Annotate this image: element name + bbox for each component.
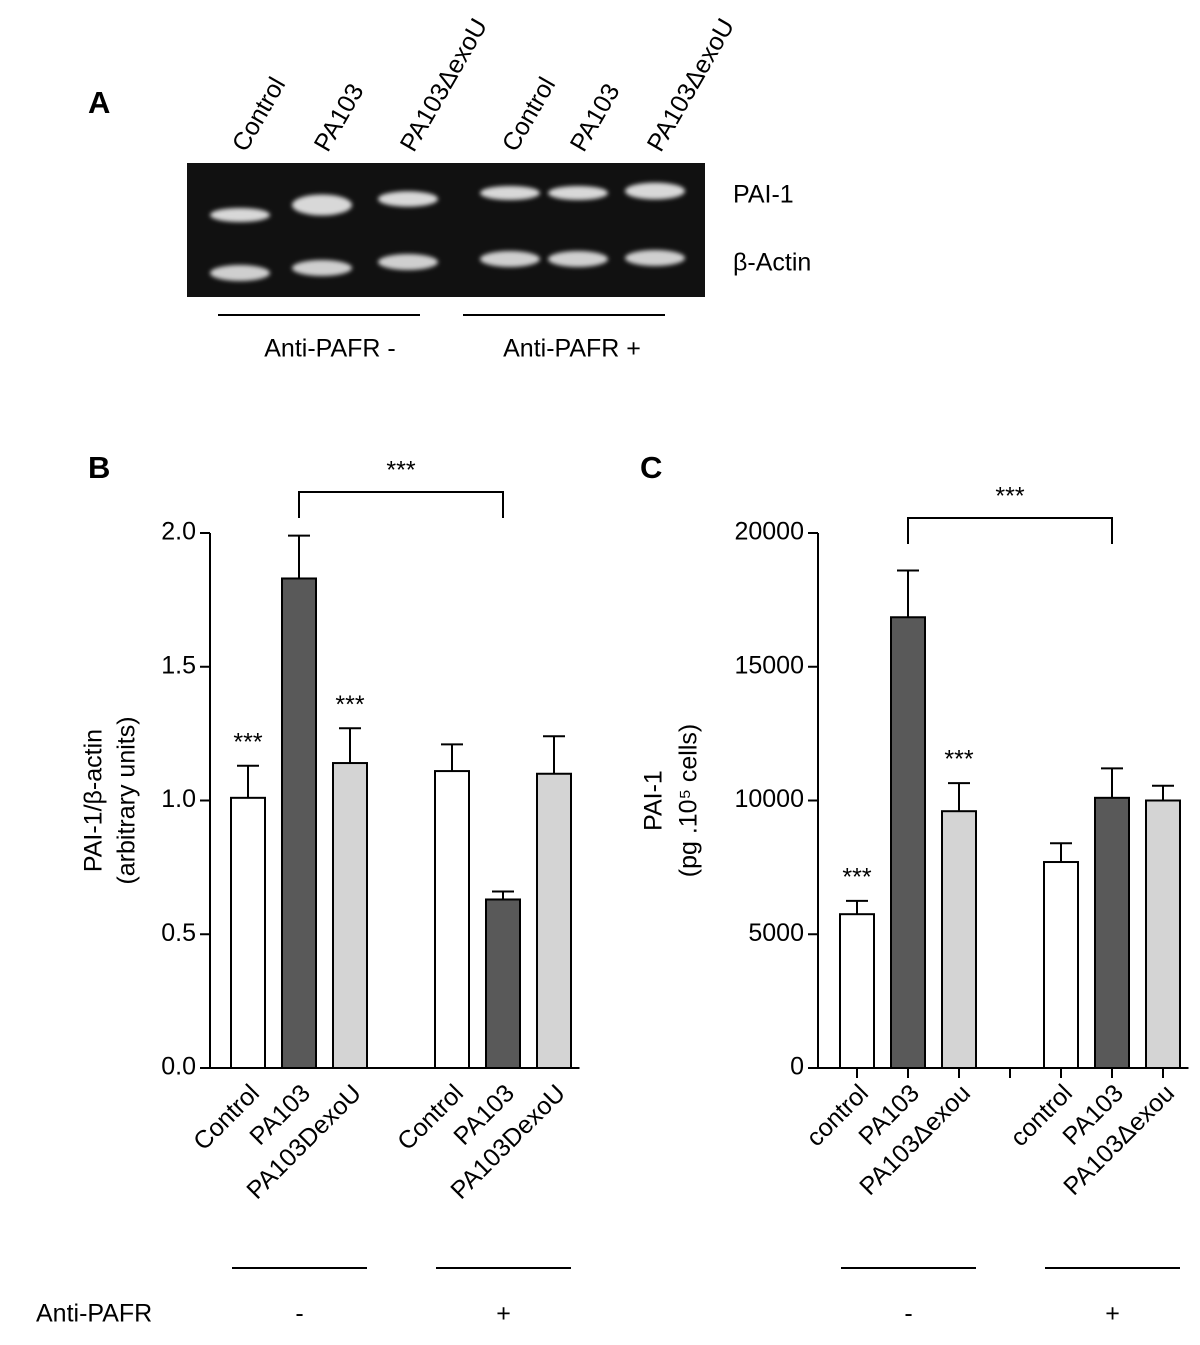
gel-band [548, 186, 608, 200]
gel-band [292, 194, 352, 216]
bar [536, 772, 572, 1069]
lane-label: Control [227, 73, 292, 157]
gel-band [625, 250, 685, 266]
y-tick-label: 0 [790, 1053, 804, 1081]
gel [187, 163, 705, 297]
band-label: β-Actin [733, 249, 811, 277]
bar [1094, 796, 1130, 1069]
bracket [907, 517, 1113, 544]
y-tick-label: 2.0 [161, 518, 196, 546]
group-label: Anti-PAFR + [503, 335, 641, 363]
lane-label: PA103 [309, 79, 370, 156]
bracket [298, 491, 504, 518]
band-label: PAI-1 [733, 181, 794, 209]
y-tick-label: 15000 [734, 651, 804, 679]
gel-band [548, 251, 608, 267]
bar [230, 796, 266, 1069]
significance: *** [944, 746, 973, 774]
lane-label: PA103 [565, 79, 626, 156]
y-tick-label: 0.5 [161, 919, 196, 947]
significance: *** [842, 863, 871, 891]
y-tick-label: 0.0 [161, 1053, 196, 1081]
bar [485, 898, 521, 1069]
gel-band [292, 260, 352, 276]
group-label: Anti-PAFR - [264, 335, 396, 363]
bar [281, 577, 317, 1069]
y-tick-label: 10000 [734, 785, 804, 813]
y-tick-label: 20000 [734, 518, 804, 546]
significance: *** [233, 728, 262, 756]
bar [1043, 861, 1079, 1070]
bar [434, 770, 470, 1069]
group-label: + [1105, 1300, 1120, 1328]
y-axis-label: PAI-1 [640, 770, 668, 831]
panel-label: A [88, 85, 110, 120]
bar [332, 762, 368, 1069]
lane-label: PA103ΔexoU [395, 14, 493, 156]
y-axis-label: PAI-1/β-actin [80, 729, 108, 872]
lane-label: PA103ΔexoU [642, 14, 740, 156]
group-label: - [904, 1300, 912, 1328]
y-tick-label: 1.5 [161, 651, 196, 679]
group-label: + [496, 1300, 511, 1328]
y-axis-label: (arbitrary units) [113, 716, 141, 884]
y-tick-label: 5000 [748, 919, 804, 947]
gel-band [378, 191, 438, 207]
bar [890, 616, 926, 1069]
gel-band [210, 208, 270, 222]
footer-label: Anti-PAFR [36, 1300, 152, 1328]
bracket-label: *** [995, 483, 1024, 511]
y-tick-label: 1.0 [161, 785, 196, 813]
bar [1145, 799, 1181, 1069]
gel-band [480, 186, 540, 200]
gel-band [378, 254, 438, 270]
y-axis-label: (pg .10⁵ cells) [675, 724, 703, 877]
bar [839, 913, 875, 1069]
panel-label: B [88, 450, 110, 485]
bracket-label: *** [386, 457, 415, 485]
bar [941, 810, 977, 1069]
panel-label: C [640, 450, 662, 485]
significance: *** [335, 691, 364, 719]
x-tick-label: Control [188, 1079, 265, 1156]
lane-label: Control [497, 73, 562, 157]
x-tick-label: Control [392, 1079, 469, 1156]
gel-band [480, 251, 540, 267]
group-label: - [295, 1300, 303, 1328]
gel-band [210, 265, 270, 281]
gel-band [625, 182, 685, 200]
